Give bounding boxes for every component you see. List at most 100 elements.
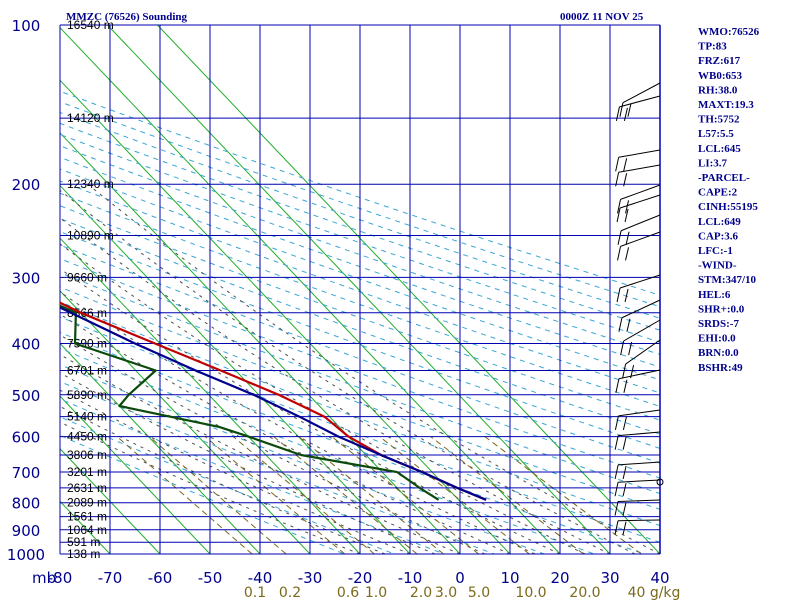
pressure-tick-label: 900 <box>12 522 41 540</box>
wind-barb-feather <box>627 103 632 117</box>
mixing-ratio-line <box>331 436 479 554</box>
pressure-tick-label: 600 <box>12 429 41 447</box>
wind-barb-feather <box>626 318 631 332</box>
index-line: RH:38.0 <box>698 84 738 96</box>
height-label: 16540 m <box>67 18 114 32</box>
dewpoint-line <box>60 304 440 501</box>
isotherm-line <box>60 132 461 554</box>
mixing-ratio-label: 40 g/kg <box>628 585 681 600</box>
wind-barb-shaft <box>618 164 661 173</box>
mixing-ratio-label: 0.6 <box>337 585 359 600</box>
height-label: 6701 m <box>67 364 107 378</box>
wind-barb-shaft <box>619 274 661 289</box>
mixing-ratio-line <box>204 436 346 554</box>
index-line: SHR+:0.0 <box>698 303 745 315</box>
wind-barb-feather <box>625 231 630 245</box>
wind-barb-feather <box>614 520 619 535</box>
isotherm-line <box>0 25 10 554</box>
wind-barb-feather <box>623 158 628 172</box>
pressure-unit-label: mb <box>32 569 56 587</box>
height-label: 5890 m <box>67 388 107 402</box>
mixing-ratio-labels: 0.1 0.2 0.6 1.0 2.0 3.0 5.0 10.0 20.0 40 g/kg <box>244 585 681 600</box>
wind-barb-shaft <box>621 299 661 319</box>
isotherm-line <box>157 25 660 554</box>
mixing-ratio-label: 0.2 <box>279 585 301 600</box>
wind-barb-shaft <box>618 461 661 466</box>
mixing-ratio-label: 2.0 <box>410 585 432 600</box>
index-line: LFC:-1 <box>698 245 733 257</box>
height-label: 10890 m <box>67 229 114 243</box>
wind-barb-feather <box>625 200 630 214</box>
moist-adiabat <box>87 183 660 554</box>
wind-barb-feather <box>619 102 624 117</box>
index-line: CAP:3.6 <box>698 230 739 242</box>
mixing-ratio-line <box>430 436 584 554</box>
temperature-tick-label: -30 <box>298 569 323 587</box>
mixing-ratio-line <box>232 436 375 554</box>
isotherm-line <box>60 395 211 554</box>
index-line: STM:347/10 <box>698 274 757 286</box>
wind-barb-feather <box>616 287 621 303</box>
wind-barb-feather <box>622 465 627 480</box>
index-line: CINH:55195 <box>698 201 758 213</box>
wind-barb-shaft <box>623 319 661 342</box>
wind-barb-feather <box>617 199 622 214</box>
temperature-tick-label: 40 <box>650 569 669 587</box>
temperature-tick-label: 20 <box>550 569 569 587</box>
pressure-tick-label: 100 <box>12 17 41 35</box>
height-label: 3201 m <box>67 465 107 479</box>
temperature-tick-label: -20 <box>348 569 373 587</box>
mixing-ratio-label: 0.1 <box>244 585 266 600</box>
moist-adiabat <box>60 189 636 554</box>
wind-barb-shaft <box>622 82 661 104</box>
wind-barb-feather <box>622 416 627 430</box>
height-label: 591 m <box>67 535 100 549</box>
mixing-ratio-line <box>148 436 287 554</box>
index-line: EHI:0.0 <box>698 333 736 345</box>
wind-barb-shaft <box>618 479 661 483</box>
isotherm-line <box>60 237 361 554</box>
wind-barb-feather <box>622 521 627 535</box>
isotherm-line <box>60 26 561 554</box>
pressure-tick-label: 200 <box>12 176 41 194</box>
pressure-tick-label: 1000 <box>7 546 45 564</box>
wind-barb-shaft <box>619 194 661 209</box>
index-line: LCL:649 <box>698 216 741 228</box>
index-line: WMO:76526 <box>698 26 760 38</box>
temperature-tick-label: -50 <box>198 569 223 587</box>
wind-barb-feather <box>628 341 633 356</box>
height-label: 9660 m <box>67 270 107 284</box>
wind-barb-feather <box>615 378 620 393</box>
height-label: 4450 m <box>67 430 107 444</box>
height-label: 138 m <box>67 547 100 561</box>
mixing-ratio-lines <box>116 436 642 554</box>
temperature-tick-label: 10 <box>500 569 519 587</box>
mixing-ratio-line <box>273 436 418 554</box>
isotherm-line <box>60 448 161 554</box>
index-line: BSHR:49 <box>698 362 743 374</box>
mixing-ratio-line <box>298 436 444 554</box>
index-line: TH:5752 <box>698 114 740 126</box>
index-line: -PARCEL- <box>698 172 750 184</box>
wind-barb-feather <box>616 207 621 223</box>
mixing-ratio-label: 10.0 <box>515 585 546 600</box>
sounding-profiles <box>60 301 487 501</box>
wind-barb-feather <box>614 501 619 516</box>
wind-barb-feather <box>622 363 627 379</box>
wind-barb-shaft <box>620 184 661 200</box>
wind-barb-shaft <box>618 431 661 437</box>
index-line: MAXT:19.3 <box>698 99 754 111</box>
index-line: L57:5.5 <box>698 128 734 140</box>
isotherm-line <box>60 290 311 554</box>
wind-barb-feather <box>614 464 619 480</box>
height-label: 7590 m <box>67 336 107 350</box>
mixing-ratio-label: 3.0 <box>435 585 457 600</box>
temperature-tick-label: -10 <box>398 569 423 587</box>
wind-barb-feather <box>614 435 619 450</box>
wind-barb-feather <box>622 502 627 516</box>
height-label: 1064 m <box>67 523 107 537</box>
moist-adiabat <box>60 353 461 554</box>
index-line: BRN:0.0 <box>698 347 739 359</box>
